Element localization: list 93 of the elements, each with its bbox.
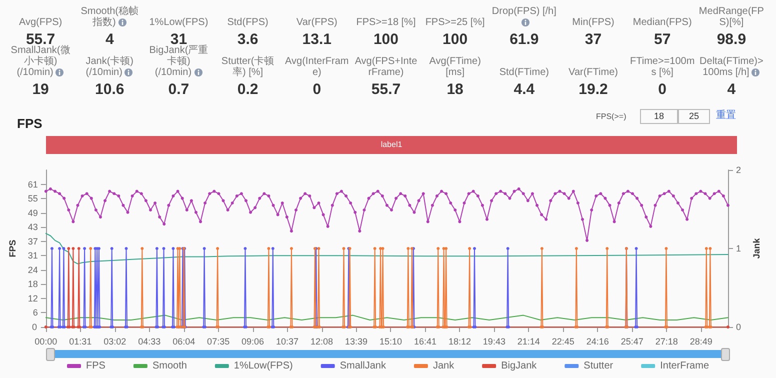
data-label: 3.6: [236, 31, 260, 48]
x-tick-label: 21:14: [517, 336, 540, 346]
y2-tick-label: 1: [736, 244, 742, 254]
category-label: Var(FPS): [296, 17, 338, 28]
y2-tick-label: 0: [736, 322, 742, 332]
legend-label: 1%Low(FPS): [234, 360, 293, 372]
category-label: Avg(FTime) [ms]: [428, 56, 482, 78]
legend-label: Smooth: [152, 360, 187, 372]
x-tick-label: 09:06: [242, 336, 264, 346]
x-tick-label: 16:41: [414, 336, 436, 346]
x-tick-label: 25:47: [620, 336, 644, 346]
data-label: 55.7: [370, 81, 402, 98]
data-label: 61.9: [508, 31, 540, 48]
data-label: 0.7: [167, 81, 190, 98]
data-label: 19: [31, 81, 50, 98]
y-tick-label: 6: [32, 308, 38, 318]
category-label: Delta(FTime)>100ms [/h]: [698, 56, 764, 78]
category-label: BigJank(严重卡顿) (/10min): [148, 45, 210, 78]
x-tick-label: 10:37: [276, 336, 299, 346]
x-tick-label: 07:35: [207, 336, 230, 346]
y-tick-label: 61: [28, 179, 38, 190]
legend-label: BigJank: [501, 360, 538, 372]
chart-title: FPS: [17, 116, 43, 131]
data-label: 4: [104, 31, 115, 48]
x-tick-label: 27:18: [655, 336, 678, 346]
x-tick-label: 15:10: [379, 336, 402, 346]
input-field: 18: [640, 109, 678, 124]
text: FPS(>=): [596, 111, 626, 123]
data-label: 13.1: [301, 31, 332, 48]
x-tick-label: 03:02: [104, 336, 126, 346]
y-tick-label: 0: [32, 322, 37, 332]
category-label: Std(FPS): [227, 17, 268, 28]
x-tick-label: 24:16: [586, 336, 609, 346]
data-label: 37: [584, 31, 603, 48]
category-label: Avg(InterFrame): [284, 56, 350, 78]
legend-label: FPS: [86, 360, 106, 372]
category-label: Median(FPS): [632, 17, 692, 28]
y-tick-label: 12: [28, 293, 38, 304]
y-axis-title: FPS: [8, 240, 18, 258]
y2-axis-title: Jank: [751, 237, 762, 259]
data-label: 4.4: [512, 81, 536, 98]
category-label: MedRange(FPS)[%]: [698, 6, 764, 28]
y-tick-label: 55: [28, 194, 38, 204]
data-label: 100: [442, 31, 469, 48]
legend-label: SmallJank: [340, 360, 387, 372]
category-label: Std(FTime): [499, 67, 549, 78]
y-tick-label: 18: [28, 279, 38, 290]
x-tick-label: 01:31: [69, 336, 92, 346]
x-tick-label: 22:45: [552, 336, 574, 346]
y-tick-label: 43: [28, 222, 38, 232]
legend-label: Stutter: [584, 360, 614, 372]
x-tick-label: 04:33: [138, 336, 161, 346]
x-tick-label: 18:12: [448, 336, 471, 346]
category-label: Stutter(卡顿率) [%]: [220, 56, 276, 78]
y-tick-label: 49: [28, 208, 38, 218]
data-label: 0.2: [236, 81, 260, 98]
data-label: 100: [372, 31, 400, 48]
data-label: 18: [446, 81, 464, 98]
category-label: 1%Low(FPS): [149, 17, 208, 28]
data-label: 4: [726, 81, 737, 98]
x-tick-label: 12:08: [310, 336, 334, 346]
category-label: Var(FTime): [568, 67, 618, 78]
data-label: 0: [312, 81, 322, 98]
data-label: 19.2: [578, 81, 609, 98]
x-tick-label: 00:00: [34, 336, 58, 346]
category-label: Avg(FPS): [18, 17, 62, 28]
x-tick-label: 19:43: [482, 336, 506, 346]
y-tick-label: 24: [28, 264, 38, 275]
line-series: [45, 232, 728, 264]
y-tick-label: 37: [28, 236, 38, 246]
category-label: SmallJank(微小卡顿) (/10min): [10, 45, 72, 78]
legend-label: Jank: [432, 360, 456, 372]
category-label: Min(FPS): [572, 17, 614, 28]
legend-label: InterFrame: [660, 360, 710, 372]
data-label: 57: [653, 31, 672, 48]
text: 重置: [716, 108, 736, 123]
x-tick-label: 28:49: [690, 336, 712, 346]
y2-tick-label: 2: [736, 165, 742, 175]
y-tick-label: 31: [28, 250, 38, 261]
input-field: 25: [678, 109, 710, 124]
category-label: Smooth(稳帧指数): [80, 6, 140, 28]
data-label: 10.6: [94, 81, 126, 98]
category-label: FPS>=18 [%]: [356, 17, 416, 28]
label-strip: label1: [46, 136, 737, 154]
category-label: Drop(FPS) [/h]: [492, 6, 557, 19]
x-tick-label: 13:39: [344, 336, 368, 346]
data-label: 98.9: [716, 31, 748, 48]
category-label: Jank(卡顿) (/10min): [86, 56, 134, 78]
category-label: Avg(FPS+InterFrame): [354, 56, 418, 78]
category-label: FPS>=25 [%]: [425, 17, 485, 28]
data-label: 0: [657, 81, 668, 98]
category-label: FTime>=100ms [%]: [630, 56, 695, 78]
x-tick-label: 06:04: [172, 336, 196, 346]
